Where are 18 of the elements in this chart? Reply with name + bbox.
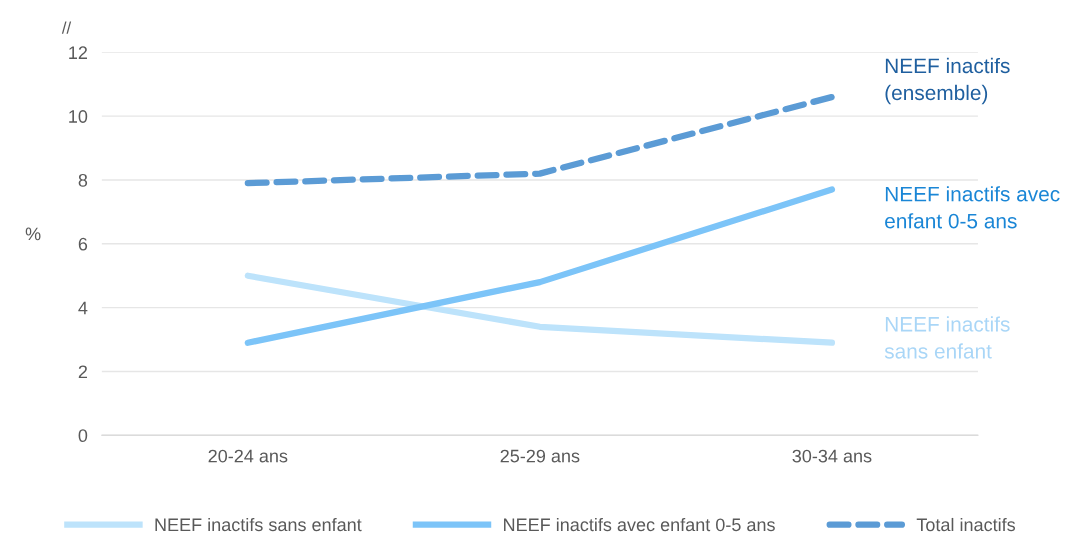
x-tick-label: 30-34 ans [792,449,872,463]
y-tick-label: 12 [69,46,88,59]
annotation: NEEF inactifs (ensemble) [885,57,1010,105]
x-tick-label: 25-29 ans [500,449,580,463]
y-tick-label: 8 [78,173,88,187]
legend-label: NEEF inactifs sans enfant [155,517,362,532]
y-tick-label: 2 [78,365,88,379]
y-tick-label: 6 [78,237,88,251]
legend-label: NEEF inactifs avec enfant 0-5 ans [504,517,775,532]
x-tick-label: 20-24 ans [208,449,288,463]
y-tick-label: 0 [78,429,88,443]
y-axis-title: % [25,227,41,241]
y-tick-label: 4 [78,301,88,315]
y-tick-label: 10 [69,110,88,123]
text: // [61,21,72,34]
legend-label: Total inactifs [916,517,1016,532]
annotation: NEEF inactifs avec enfant 0-5 ans [885,186,1060,229]
annotation: NEEF inactifs sans enfant [884,316,1010,359]
